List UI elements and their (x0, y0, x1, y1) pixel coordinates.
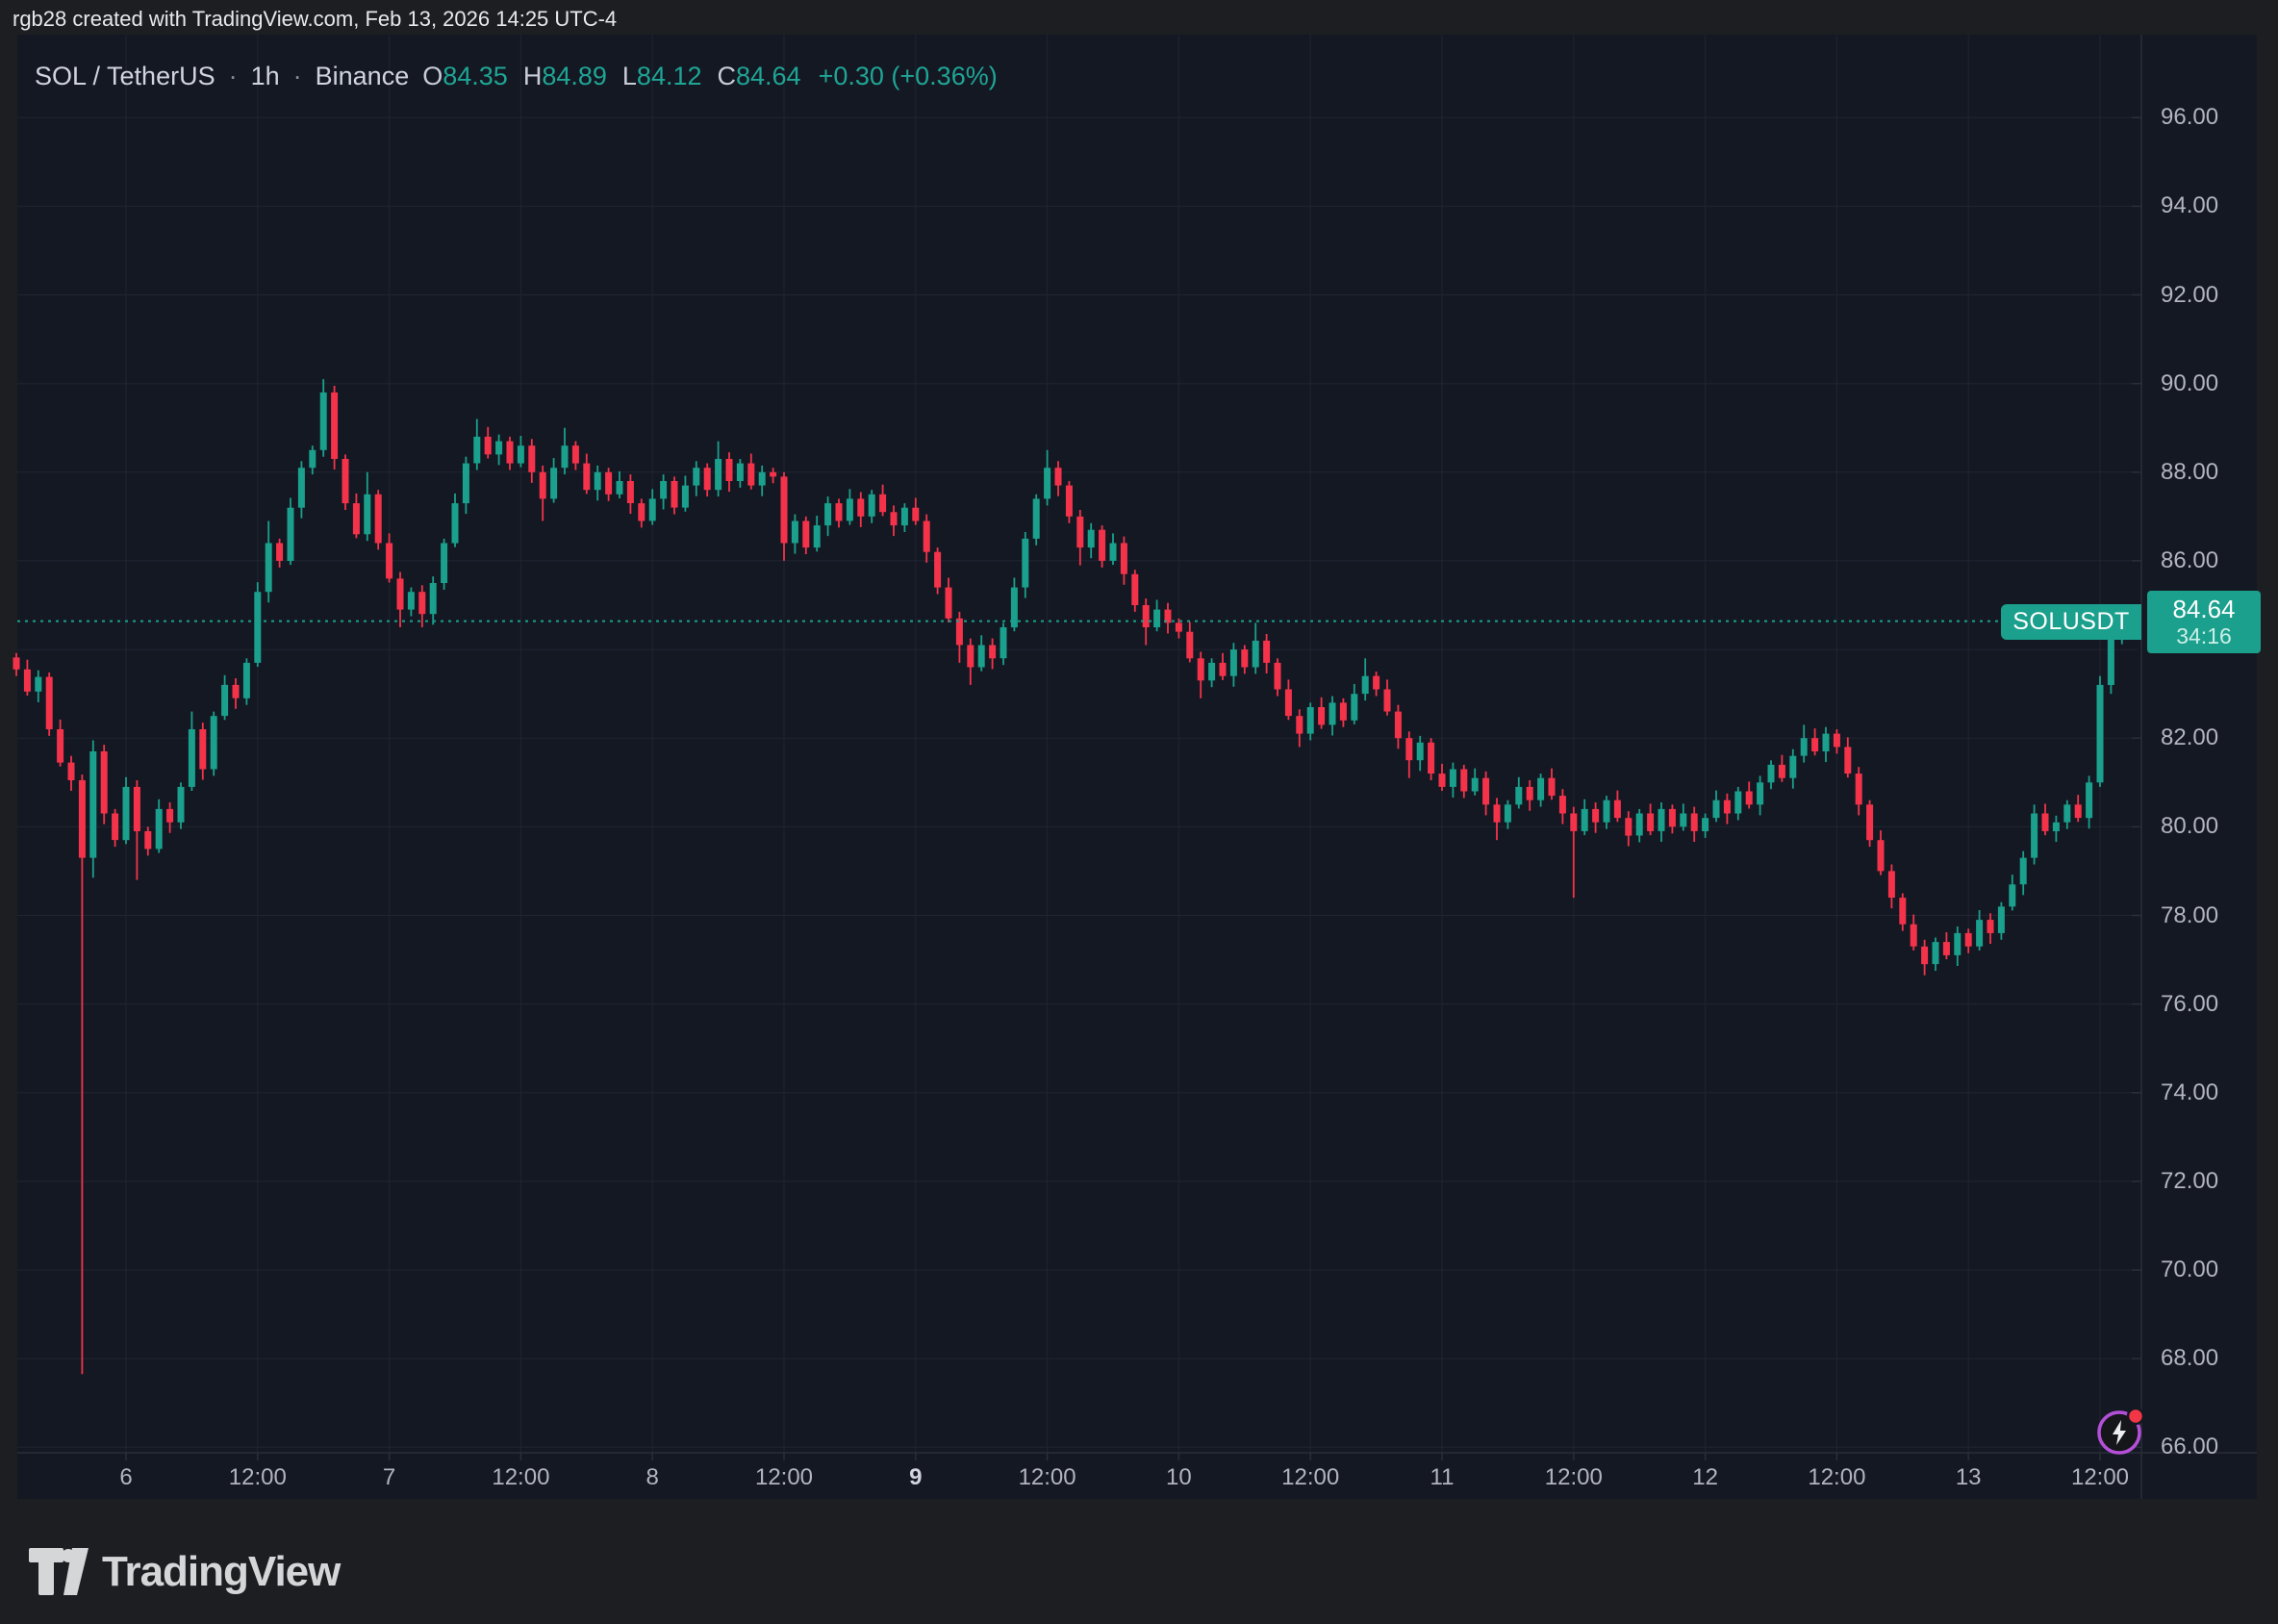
legend-separator: · (228, 61, 238, 90)
price-axis-label: 74.00 (2161, 1078, 2219, 1105)
tradingview-logo[interactable]: TradingView (29, 1547, 341, 1597)
change-value: +0.30 (+0.36%) (818, 61, 998, 90)
price-axis-label: 70.00 (2161, 1256, 2219, 1283)
price-axis-label: 88.00 (2161, 458, 2219, 485)
time-axis-label: 12:00 (492, 1464, 550, 1490)
high-label: H (522, 61, 543, 90)
symbol-name[interactable]: SOL / TetherUS (35, 61, 215, 90)
time-axis-label: 12:00 (1544, 1464, 1603, 1490)
chart-pane[interactable] (17, 35, 2257, 1499)
price-axis-label: 78.00 (2161, 901, 2219, 928)
low-value: 84.12 (636, 61, 702, 90)
low-label: L (621, 61, 637, 90)
time-axis-label: 12:00 (1808, 1464, 1866, 1490)
price-axis-label: 92.00 (2161, 281, 2219, 308)
price-axis-label: 90.00 (2161, 369, 2219, 396)
time-axis-label: 11 (1430, 1464, 1455, 1490)
time-axis-label: 12:00 (754, 1464, 814, 1490)
price-axis-label: 76.00 (2161, 990, 2219, 1017)
time-axis-label: 10 (1166, 1464, 1192, 1490)
lightning-icon (2113, 1420, 2126, 1445)
exchange-name: Binance (315, 61, 410, 90)
time-axis-label: 6 (119, 1464, 133, 1490)
last-price-symbol-tag: SOLUSDT (2001, 604, 2141, 640)
price-axis-label: 80.00 (2161, 813, 2219, 840)
time-axis-label: 9 (909, 1464, 923, 1490)
price-axis-label: 96.00 (2161, 104, 2219, 131)
open-value: 84.35 (443, 61, 508, 90)
price-axis-label: 68.00 (2161, 1345, 2219, 1372)
time-axis-label: 12:00 (228, 1464, 287, 1490)
close-value: 84.64 (736, 61, 801, 90)
price-axis-label: 82.00 (2161, 724, 2219, 751)
symbol-legend[interactable]: SOL / TetherUS · 1h · Binance O 84.35 H … (35, 60, 998, 92)
tradingview-logo-text: TradingView (102, 1548, 341, 1595)
time-axis-label: 7 (382, 1464, 396, 1490)
time-axis-label: 12:00 (2070, 1464, 2130, 1490)
flash-ideas-button[interactable] (2095, 1407, 2145, 1457)
time-axis-label: 12:00 (1018, 1464, 1076, 1490)
last-price-axis-tag: 84.64 34:16 (2147, 591, 2261, 653)
price-axis-label: 72.00 (2161, 1167, 2219, 1194)
last-price-value: 84.64 (2172, 594, 2236, 623)
open-label: O (422, 61, 443, 90)
price-axis-label: 94.00 (2161, 192, 2219, 219)
close-label: C (717, 61, 737, 90)
tradingview-logo-icon (29, 1548, 89, 1595)
attribution-text: rgb28 created with TradingView.com, Feb … (13, 7, 618, 31)
time-axis-label: 12 (1692, 1464, 1718, 1490)
price-axis-label: 86.00 (2161, 546, 2219, 573)
high-value: 84.89 (542, 61, 607, 90)
time-axis-label: 8 (645, 1464, 659, 1490)
legend-separator: · (292, 61, 302, 90)
time-axis-label: 13 (1955, 1464, 1982, 1490)
interval-value[interactable]: 1h (250, 61, 280, 90)
bar-countdown: 34:16 (2176, 623, 2232, 649)
time-axis-label: 12:00 (1281, 1464, 1340, 1490)
price-axis-label: 66.00 (2161, 1434, 2219, 1460)
last-price-symbol-text: SOLUSDT (2012, 608, 2130, 635)
